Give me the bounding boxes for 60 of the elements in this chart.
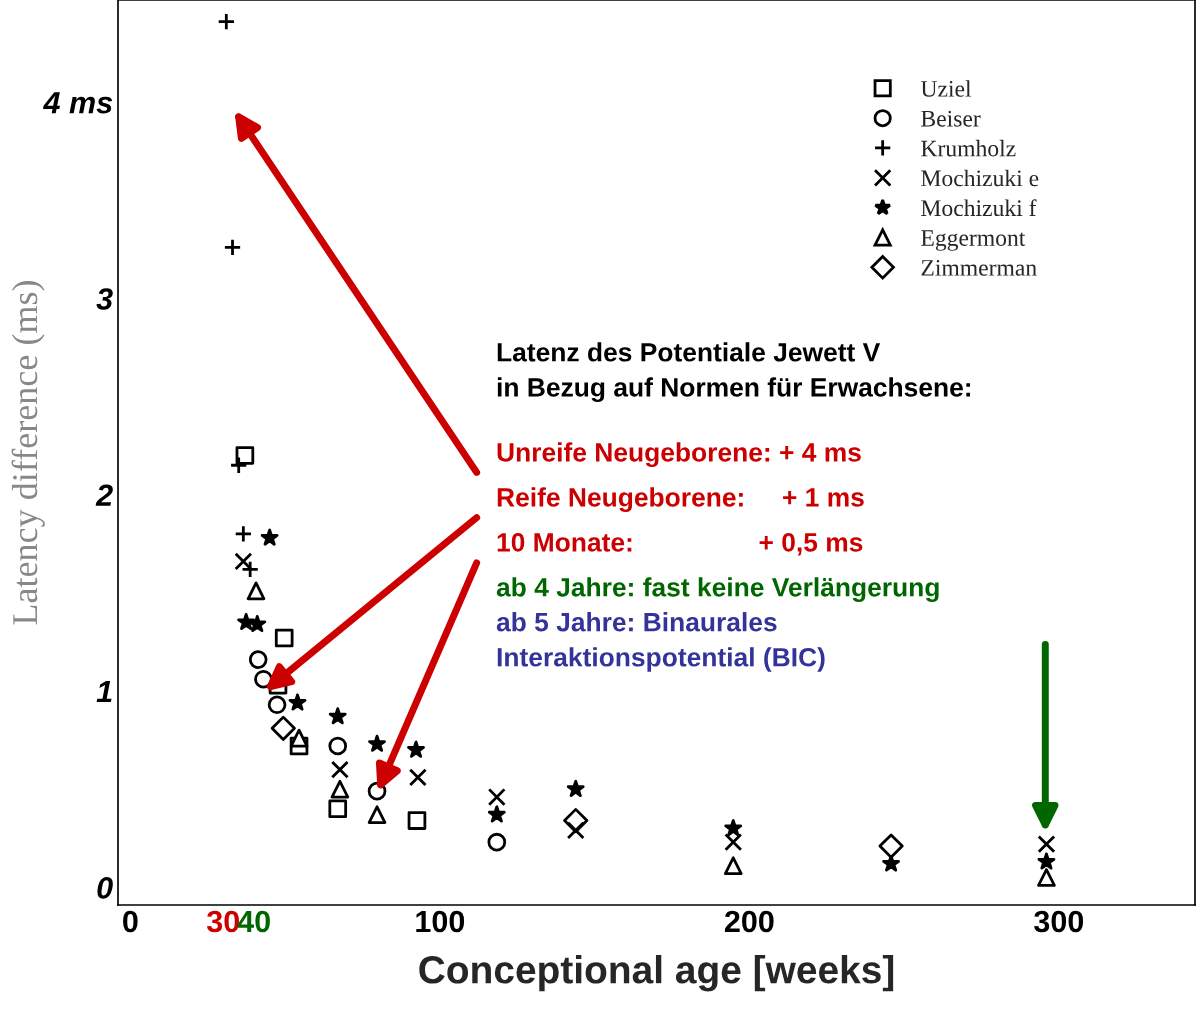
x-tick-label: 300 (1034, 910, 1084, 933)
point (407, 811, 427, 830)
annotation: 10 Monate: + 0,5 ms (497, 533, 863, 556)
y-tick-label: 1 (96, 681, 112, 703)
point (246, 581, 266, 601)
point (487, 805, 506, 823)
point (878, 833, 904, 859)
point (724, 833, 743, 852)
x-axis-title: Conceptional age [weeks] (419, 955, 894, 992)
annotation: Reife Neugeborene: + 1 ms (497, 487, 864, 513)
point (328, 736, 348, 756)
point (724, 819, 743, 837)
legend-label: Beiser (921, 110, 981, 127)
x-tick-label: 30 (206, 910, 239, 933)
point (274, 628, 294, 648)
x-tick-label: 100 (416, 910, 465, 933)
point (267, 695, 287, 715)
legend-label: Mochizuki e (921, 169, 1039, 187)
point (487, 832, 507, 852)
point (368, 734, 386, 752)
annotation: ab 4 Jahre: fast keine Verlängerung (496, 577, 939, 602)
point (260, 528, 279, 546)
y-axis-title: Latency difference (ms) (11, 280, 45, 625)
point (289, 728, 309, 748)
point (723, 856, 743, 876)
y-tick-label: 3 (96, 288, 113, 310)
legend-label: Eggermont (921, 230, 1026, 251)
y-tick-label: 4 ms (42, 92, 113, 114)
x-tick-label: 200 (724, 910, 774, 933)
point (234, 524, 253, 543)
legend-label: Mochizuki f (921, 199, 1037, 217)
legend-label: Krumholz (921, 139, 1016, 157)
point (248, 650, 268, 669)
point (407, 740, 425, 758)
point (1037, 868, 1056, 887)
point (330, 760, 349, 779)
point (566, 779, 585, 797)
point (234, 552, 253, 571)
y-tick-label: 0 (97, 877, 113, 899)
point (248, 614, 267, 633)
point (487, 788, 506, 807)
point (1037, 852, 1056, 870)
annotation: ab 5 Jahre: Binaurales Interaktionspotential (BIC) (496, 612, 825, 672)
point (408, 768, 427, 787)
point (288, 693, 307, 711)
legend-label: Zimmerman (921, 259, 1037, 276)
legend-label: Uziel (920, 80, 972, 97)
y-tick-label: 2 (95, 484, 113, 506)
point (330, 779, 350, 799)
point (328, 707, 347, 725)
x-tick-label: 0 (123, 910, 138, 933)
annotation: Unreife Neugeborene: + 4 ms (497, 442, 861, 468)
point (235, 446, 255, 465)
point (1037, 835, 1056, 854)
point (217, 12, 236, 31)
x-tick-label: 40 (237, 910, 270, 933)
point (270, 715, 296, 741)
annotation: Latenz des Potentiale Jewett V in Bezug auf Normen für Erwachsene: (497, 342, 971, 403)
point (328, 799, 348, 819)
point (367, 805, 387, 824)
